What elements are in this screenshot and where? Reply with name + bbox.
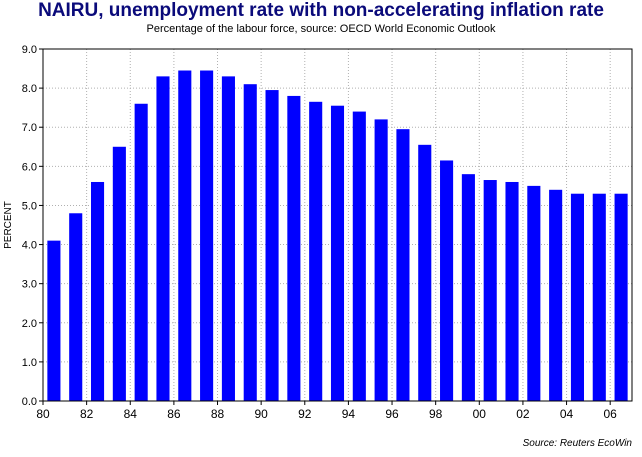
bar — [112, 146, 126, 401]
y-tick-label: 9.0 — [22, 44, 37, 56]
bar — [614, 193, 628, 401]
bar — [374, 119, 388, 402]
bar — [69, 213, 83, 401]
bar — [287, 95, 301, 401]
y-axis: 0.0 1.0 2.0 3.0 4.0 5.0 6.0 7.0 8.0 9.0 — [22, 44, 43, 408]
bar — [418, 144, 432, 402]
x-tick-label: 02 — [516, 407, 530, 421]
y-tick-label: 6.0 — [22, 161, 37, 173]
x-tick-label: 92 — [298, 407, 312, 421]
x-tick-label: 90 — [254, 407, 268, 421]
y-tick-label: 0.0 — [22, 396, 37, 408]
x-axis: 80 82 84 86 88 90 92 94 96 98 00 02 04 06 — [36, 401, 617, 421]
x-tick-label: 98 — [429, 407, 443, 421]
bar — [527, 185, 541, 401]
y-tick-label: 3.0 — [22, 279, 37, 291]
bar — [396, 129, 410, 401]
x-tick-label: 86 — [167, 407, 181, 421]
bar — [309, 101, 323, 402]
bar — [221, 76, 235, 401]
bar — [352, 111, 366, 402]
y-tick-label: 8.0 — [22, 83, 37, 95]
x-tick-label: 00 — [473, 407, 487, 421]
y-axis-label: PERCENT — [3, 201, 14, 249]
bar — [47, 240, 61, 401]
x-tick-label: 88 — [211, 407, 225, 421]
bar — [570, 193, 585, 401]
bar — [483, 180, 497, 401]
x-tick-label: 80 — [36, 407, 50, 421]
plot-frame — [42, 48, 633, 402]
bar — [134, 103, 148, 401]
x-tick-label: 96 — [385, 407, 399, 421]
bar — [156, 76, 170, 401]
chart-title: NAIRU, unemployment rate with non-accele… — [38, 0, 604, 21]
bar — [330, 105, 345, 401]
bar — [200, 70, 214, 401]
bar — [592, 193, 606, 401]
bar — [178, 70, 192, 401]
bars — [47, 70, 628, 402]
x-tick-label: 82 — [80, 407, 94, 421]
bar — [243, 84, 257, 401]
y-tick-label: 7.0 — [22, 122, 37, 134]
bar — [549, 189, 563, 401]
bar — [461, 174, 475, 401]
bar — [90, 181, 105, 401]
y-tick-label: 5.0 — [22, 200, 37, 212]
bar — [440, 160, 454, 401]
x-tick-label: 84 — [124, 407, 138, 421]
y-tick-label: 4.0 — [22, 240, 37, 252]
bar — [265, 90, 279, 402]
y-tick-label: 2.0 — [22, 318, 37, 330]
y-tick-label: 1.0 — [22, 357, 37, 369]
x-tick-label: 04 — [560, 407, 574, 421]
chart-subtitle: Percentage of the labour force, source: … — [146, 23, 496, 35]
x-tick-label: 94 — [342, 407, 356, 421]
x-tick-label: 06 — [604, 407, 618, 421]
source-note: Source: Reuters EcoWin — [522, 438, 632, 449]
bar — [505, 181, 519, 401]
